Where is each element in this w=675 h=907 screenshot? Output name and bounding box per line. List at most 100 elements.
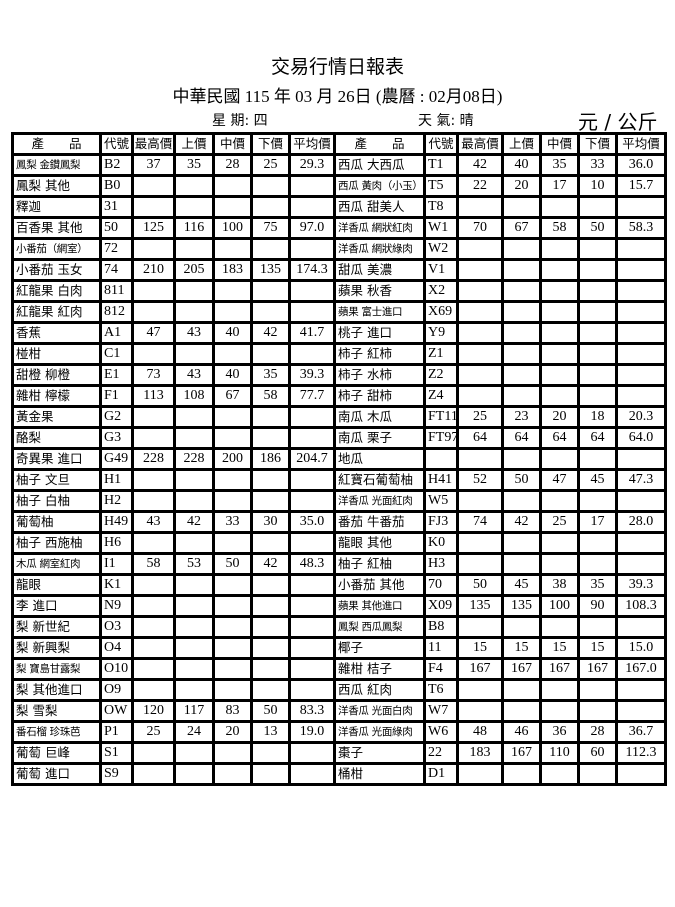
weather: 天 氣: 晴 <box>418 113 474 129</box>
left-product-cell: 奇異果 進口 <box>11 447 102 471</box>
left-upper-price-cell: 43 <box>173 321 215 345</box>
left-middle-price-cell <box>212 237 253 261</box>
left-max-price-cell: 37 <box>131 153 176 177</box>
right-code-cell: W6 <box>423 720 459 744</box>
right-lower-price-cell <box>577 552 618 576</box>
left-lower-price-cell: 13 <box>250 720 291 744</box>
report-date: 中華民國 115 年 03 月 26日 (農曆 : 02月08日) <box>172 87 503 106</box>
right-max-price-cell <box>456 678 504 702</box>
right-max-price-cell <box>456 258 504 282</box>
right-middle-price-cell <box>539 195 580 219</box>
right-avg-price-cell <box>615 762 667 786</box>
left-middle-price-cell: 28 <box>212 153 253 177</box>
left-middle-price-cell <box>212 405 253 429</box>
right-middle-price-cell <box>539 678 580 702</box>
right-lower-price-cell <box>577 489 618 513</box>
right-max-price-cell: 25 <box>456 405 504 429</box>
left-code-cell: N9 <box>99 594 134 618</box>
right-code-cell: 70 <box>423 573 459 597</box>
right-max-price-cell <box>456 279 504 303</box>
right-code-cell: V1 <box>423 258 459 282</box>
table-row: 梨 其他進口 O9 西瓜 紅肉 T6 <box>11 678 667 702</box>
left-max-price-cell <box>131 573 176 597</box>
right-code-cell: 11 <box>423 636 459 660</box>
left-upper-price-cell: 35 <box>173 153 215 177</box>
header-upper-price: 上價 <box>501 132 542 156</box>
right-lower-price-cell: 90 <box>577 594 618 618</box>
left-avg-price-cell: 19.0 <box>288 720 336 744</box>
right-avg-price-cell <box>615 678 667 702</box>
right-lower-price-cell <box>577 279 618 303</box>
table-row: 柚子 西施柚 H6 龍眼 其他 K0 <box>11 531 667 555</box>
right-product-cell: 南瓜 木瓜 <box>333 405 426 429</box>
left-max-price-cell <box>131 594 176 618</box>
left-middle-price-cell <box>212 762 253 786</box>
right-product-cell: 南瓜 栗子 <box>333 426 426 450</box>
right-upper-price-cell: 20 <box>501 174 542 198</box>
right-code-cell: W7 <box>423 699 459 723</box>
table-row: 葡萄 進口 S9 桶柑 D1 <box>11 762 667 786</box>
right-avg-price-cell: 39.3 <box>615 573 667 597</box>
left-lower-price-cell <box>250 468 291 492</box>
left-max-price-cell: 228 <box>131 447 176 471</box>
price-table: 產 品代號 最高價 上價 中價 下價 平均價產 品代號 最高價 上價 中價 下價 平均價 鳳梨 金鑽… <box>11 132 667 786</box>
right-code-cell: Z4 <box>423 384 459 408</box>
left-avg-price-cell <box>288 468 336 492</box>
right-product-cell: 紅寶石葡萄柚 <box>333 468 426 492</box>
left-max-price-cell: 43 <box>131 510 176 534</box>
left-avg-price-cell: 39.3 <box>288 363 336 387</box>
right-product-cell: 鳳梨 西瓜鳳梨 <box>333 615 426 639</box>
right-product-cell: 柿子 甜柿 <box>333 384 426 408</box>
left-middle-price-cell: 20 <box>212 720 253 744</box>
right-avg-price-cell: 36.0 <box>615 153 667 177</box>
left-lower-price-cell <box>250 405 291 429</box>
right-upper-price-cell: 135 <box>501 594 542 618</box>
right-middle-price-cell: 58 <box>539 216 580 240</box>
left-avg-price-cell <box>288 300 336 324</box>
right-code-cell: T5 <box>423 174 459 198</box>
left-middle-price-cell <box>212 300 253 324</box>
left-middle-price-cell <box>212 342 253 366</box>
table-row: 梨 雪梨 OW 120 117 83 50 83.3 洋香瓜 光面白肉 W7 <box>11 699 667 723</box>
table-row: 黃金果 G2 南瓜 木瓜 FT11 25 23 20 18 20.3 <box>11 405 667 429</box>
header-row: 產 品代號 最高價 上價 中價 下價 平均價產 品代號 最高價 上價 中價 下價 平均價 <box>11 132 667 156</box>
left-lower-price-cell <box>250 426 291 450</box>
right-product-cell: 雜柑 桔子 <box>333 657 426 681</box>
right-code-cell: X09 <box>423 594 459 618</box>
left-product-cell: 番石榴 珍珠芭 <box>11 720 102 744</box>
header-product: 產 品 <box>333 132 426 156</box>
right-avg-price-cell <box>615 300 667 324</box>
right-upper-price-cell: 167 <box>501 657 542 681</box>
left-max-price-cell <box>131 300 176 324</box>
right-max-price-cell <box>456 195 504 219</box>
left-lower-price-cell: 75 <box>250 216 291 240</box>
right-lower-price-cell <box>577 321 618 345</box>
price-unit: 元 / 公斤 <box>578 110 658 134</box>
right-code-cell: FT11 <box>423 405 459 429</box>
left-middle-price-cell: 100 <box>212 216 253 240</box>
right-product-cell: 西瓜 大西瓜 <box>333 153 426 177</box>
right-lower-price-cell <box>577 342 618 366</box>
right-upper-price-cell: 15 <box>501 636 542 660</box>
right-middle-price-cell <box>539 342 580 366</box>
right-lower-price-cell <box>577 531 618 555</box>
left-upper-price-cell <box>173 762 215 786</box>
table-row: 小番茄（網室） 72 洋香瓜 網狀綠肉 W2 <box>11 237 667 261</box>
right-product-cell: 西瓜 紅肉 <box>333 678 426 702</box>
table-row: 酪梨 G3 南瓜 栗子 FT97 64 64 64 64 64.0 <box>11 426 667 450</box>
table-row: 奇異果 進口 G49 228 228 200 186 204.7 地瓜 <box>11 447 667 471</box>
left-lower-price-cell: 42 <box>250 552 291 576</box>
right-code-cell: Y9 <box>423 321 459 345</box>
left-max-price-cell <box>131 405 176 429</box>
left-code-cell: G49 <box>99 447 134 471</box>
left-code-cell: OW <box>99 699 134 723</box>
right-upper-price-cell: 42 <box>501 510 542 534</box>
header-max-price: 最高價 <box>131 132 176 156</box>
right-max-price-cell <box>456 342 504 366</box>
left-product-cell: 梨 新世紀 <box>11 615 102 639</box>
left-max-price-cell <box>131 678 176 702</box>
left-code-cell: 74 <box>99 258 134 282</box>
left-middle-price-cell <box>212 615 253 639</box>
left-product-cell: 黃金果 <box>11 405 102 429</box>
right-upper-price-cell <box>501 279 542 303</box>
